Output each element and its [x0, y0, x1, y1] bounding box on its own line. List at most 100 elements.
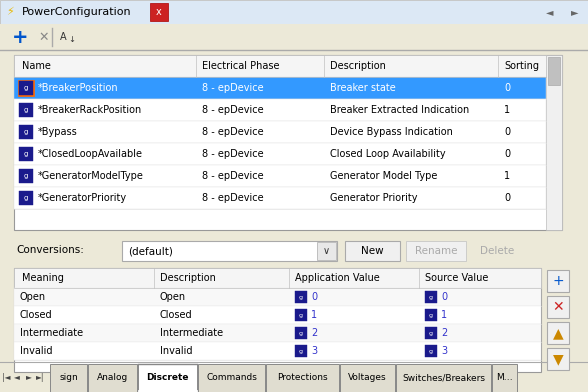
Bar	[0, 0, 588, 24]
Bar	[14, 55, 546, 77]
Text: Application Value: Application Value	[295, 273, 380, 283]
Text: ◄: ◄	[546, 7, 554, 17]
Text: ▼: ▼	[553, 352, 563, 366]
Text: g: g	[24, 173, 28, 179]
Text: g: g	[299, 348, 303, 354]
Text: ✕: ✕	[552, 300, 564, 314]
Bar	[19, 81, 33, 95]
Text: Protections: Protections	[277, 374, 328, 383]
Text: Closed Loop Availability: Closed Loop Availability	[330, 149, 446, 159]
Bar	[14, 324, 541, 342]
Bar	[396, 364, 491, 392]
Bar	[14, 342, 541, 360]
Bar	[14, 143, 546, 165]
Text: +: +	[552, 274, 564, 288]
Bar	[345, 241, 400, 261]
Text: Sorting: Sorting	[504, 61, 539, 71]
Text: *ClosedLoopAvailable: *ClosedLoopAvailable	[38, 149, 143, 159]
Text: ◄: ◄	[14, 372, 20, 381]
Text: g: g	[24, 107, 28, 113]
Text: Conversions:: Conversions:	[16, 245, 84, 255]
Bar	[547, 270, 569, 292]
Text: g: g	[24, 151, 28, 157]
Bar	[14, 55, 562, 230]
Text: *GeneratorModelType: *GeneratorModelType	[38, 171, 144, 181]
Text: g: g	[429, 294, 433, 299]
Bar	[340, 364, 395, 392]
Bar	[425, 345, 437, 357]
Text: g: g	[299, 312, 303, 318]
Bar	[19, 147, 33, 161]
Text: Analog: Analog	[97, 374, 128, 383]
Text: (default): (default)	[128, 246, 173, 256]
Text: *GeneratorPriority: *GeneratorPriority	[38, 193, 127, 203]
Bar	[317, 242, 336, 260]
Text: Generator Priority: Generator Priority	[330, 193, 417, 203]
Text: 8 - epDevice: 8 - epDevice	[202, 193, 263, 203]
Text: M…: M…	[496, 374, 513, 383]
Bar	[425, 291, 437, 303]
Text: 1: 1	[504, 105, 510, 115]
Text: Open: Open	[20, 292, 46, 302]
Bar	[548, 57, 560, 85]
Bar	[14, 268, 541, 288]
Text: g: g	[429, 312, 433, 318]
Text: Device Bypass Indication: Device Bypass Indication	[330, 127, 453, 137]
Text: g: g	[24, 85, 28, 91]
Text: Open: Open	[160, 292, 186, 302]
Text: Source Value: Source Value	[425, 273, 489, 283]
Bar	[198, 364, 265, 392]
Text: Voltages: Voltages	[348, 374, 387, 383]
Bar	[14, 165, 546, 187]
Bar	[14, 288, 541, 306]
Text: ∨: ∨	[322, 246, 329, 256]
Bar	[425, 309, 437, 321]
Bar	[14, 306, 541, 324]
Text: Invalid: Invalid	[20, 346, 52, 356]
Text: 8 - epDevice: 8 - epDevice	[202, 127, 263, 137]
Text: A: A	[60, 32, 66, 42]
Text: ►|: ►|	[36, 372, 45, 381]
Text: 0: 0	[504, 83, 510, 93]
Bar	[150, 3, 168, 21]
Text: 3: 3	[311, 346, 317, 356]
Bar	[547, 348, 569, 370]
Text: ▲: ▲	[553, 326, 563, 340]
Bar	[14, 187, 546, 209]
Bar	[14, 77, 546, 99]
Text: 1: 1	[311, 310, 317, 320]
Bar	[14, 121, 546, 143]
Bar	[295, 327, 307, 339]
Text: g: g	[429, 348, 433, 354]
Bar	[295, 345, 307, 357]
Text: Invalid: Invalid	[160, 346, 192, 356]
Text: Breaker Extracted Indication: Breaker Extracted Indication	[330, 105, 469, 115]
Text: Description: Description	[330, 61, 386, 71]
Text: Closed: Closed	[160, 310, 193, 320]
Text: 8 - epDevice: 8 - epDevice	[202, 171, 263, 181]
Text: g: g	[24, 129, 28, 135]
Text: 1: 1	[441, 310, 447, 320]
Text: 8 - epDevice: 8 - epDevice	[202, 83, 263, 93]
Text: g: g	[299, 294, 303, 299]
Bar	[14, 268, 541, 372]
Text: g: g	[429, 330, 433, 336]
Bar	[122, 241, 337, 261]
Text: 3: 3	[441, 346, 447, 356]
Bar	[19, 191, 33, 205]
Text: Electrical Phase: Electrical Phase	[202, 61, 279, 71]
Text: 0: 0	[441, 292, 447, 302]
Bar	[492, 364, 517, 392]
Text: *BreakerRackPosition: *BreakerRackPosition	[38, 105, 142, 115]
Text: |◄: |◄	[2, 372, 11, 381]
Text: Meaning: Meaning	[22, 273, 64, 283]
Text: 0: 0	[504, 193, 510, 203]
Text: Breaker state: Breaker state	[330, 83, 396, 93]
Text: ↓: ↓	[68, 34, 75, 44]
Text: ►: ►	[572, 7, 579, 17]
Text: Rename: Rename	[415, 246, 457, 256]
Text: g: g	[24, 195, 28, 201]
Text: *Bypass: *Bypass	[38, 127, 78, 137]
Text: 8 - epDevice: 8 - epDevice	[202, 105, 263, 115]
Text: New: New	[360, 246, 383, 256]
